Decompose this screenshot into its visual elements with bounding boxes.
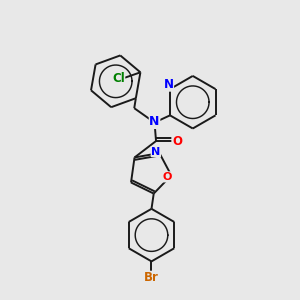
Text: Cl: Cl xyxy=(112,72,125,85)
Text: N: N xyxy=(149,116,160,128)
Text: Br: Br xyxy=(144,271,159,284)
Text: O: O xyxy=(162,172,172,182)
Text: O: O xyxy=(172,134,182,148)
Text: N: N xyxy=(164,78,173,91)
Text: N: N xyxy=(151,147,160,157)
